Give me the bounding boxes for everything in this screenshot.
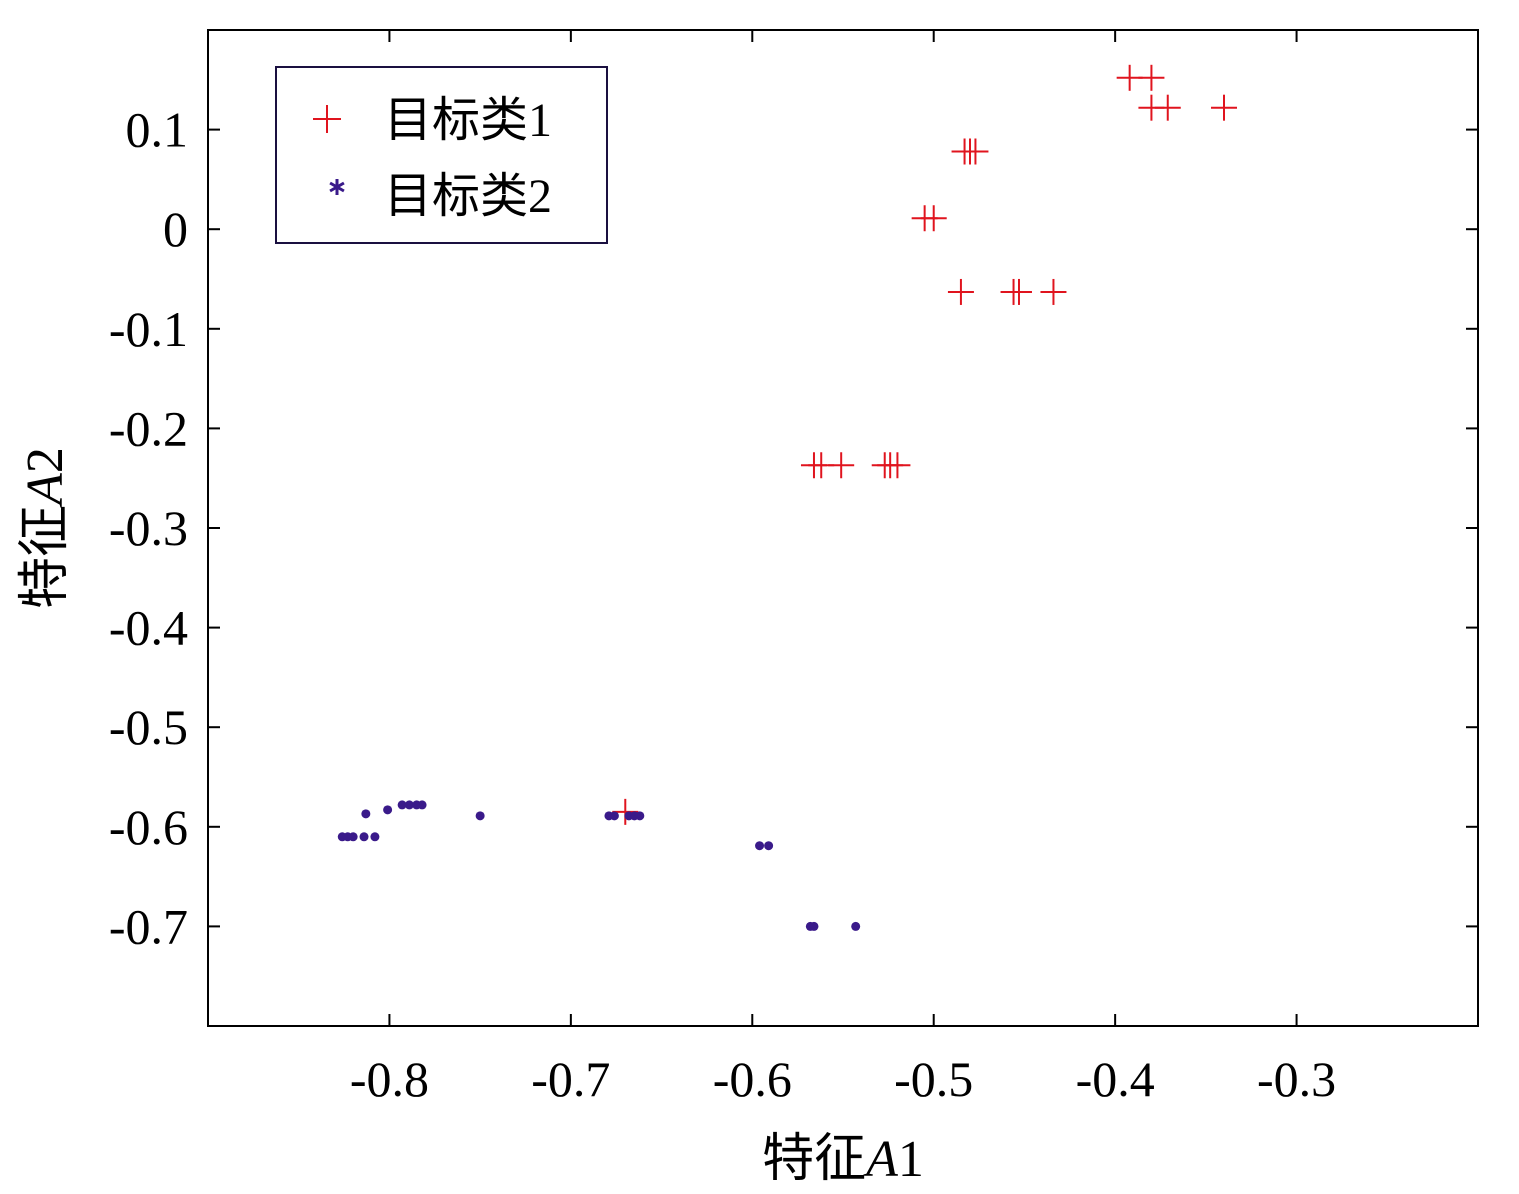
x-tick-label: -0.8: [350, 1051, 429, 1107]
legend-label-series-2: 目标类2: [384, 170, 552, 223]
point-series-2: [851, 921, 861, 931]
legend: 目标类1 目标类2: [275, 66, 608, 244]
legend-box: [275, 66, 608, 244]
x-axis: -0.8 -0.7 -0.6 -0.5 -0.4 -0.3: [350, 30, 1336, 1107]
point-series-1: [962, 138, 989, 165]
y-tick-label: -0.6: [109, 799, 188, 855]
legend-marker-plus: [313, 105, 341, 133]
y-tick-label: 0.1: [126, 102, 189, 158]
point-series-2: [755, 841, 765, 851]
y-tick-label: -0.3: [109, 500, 188, 556]
x-tick-label: -0.7: [531, 1051, 610, 1107]
point-series-1: [1040, 278, 1067, 305]
point-series-2: [383, 805, 393, 815]
point-series-1: [1138, 64, 1165, 91]
y-tick-label: -0.2: [109, 400, 188, 456]
point-series-2: [417, 800, 427, 810]
point-series-2: [809, 921, 819, 931]
point-series-1: [828, 452, 855, 479]
y-tick-label: -0.4: [109, 600, 188, 656]
y-tick-label: -0.1: [109, 301, 188, 357]
point-series-2: [370, 832, 380, 842]
point-series-1: [1116, 64, 1143, 91]
point-series-2: [397, 800, 407, 810]
point-series-2: [609, 811, 619, 821]
data-points: [337, 64, 1237, 931]
point-series-2: [359, 832, 369, 842]
y-tick-label: 0: [163, 201, 188, 257]
point-series-2: [475, 811, 485, 821]
point-series-1: [1211, 94, 1237, 121]
legend-marker-asterisk: [329, 179, 345, 195]
point-series-1: [1154, 94, 1181, 121]
point-series-2: [404, 800, 414, 810]
x-tick-label: -0.6: [713, 1051, 792, 1107]
point-series-1: [884, 452, 911, 479]
x-axis-title: 特征A1: [762, 1131, 924, 1188]
point-series-2: [764, 841, 774, 851]
point-series-2: [635, 811, 645, 821]
x-tick-label: -0.4: [1076, 1051, 1155, 1107]
legend-asterisk-icon: [329, 179, 345, 195]
x-tick-label: -0.5: [894, 1051, 973, 1107]
point-series-2: [348, 832, 358, 842]
y-axis: 0.1 0 -0.1 -0.2 -0.3 -0.4 -0.5 -0.6 -0.7: [109, 102, 1478, 954]
legend-label-series-1: 目标类1: [384, 94, 552, 147]
y-tick-label: -0.5: [109, 699, 188, 755]
point-series-1: [920, 205, 947, 232]
legend-plus-icon: [313, 105, 341, 133]
y-tick-label: -0.7: [109, 898, 188, 954]
point-series-1: [1005, 278, 1032, 305]
point-series-2: [361, 809, 371, 819]
x-tick-label: -0.3: [1257, 1051, 1336, 1107]
point-series-1: [947, 278, 974, 305]
y-axis-title: 特征A2: [17, 447, 74, 609]
